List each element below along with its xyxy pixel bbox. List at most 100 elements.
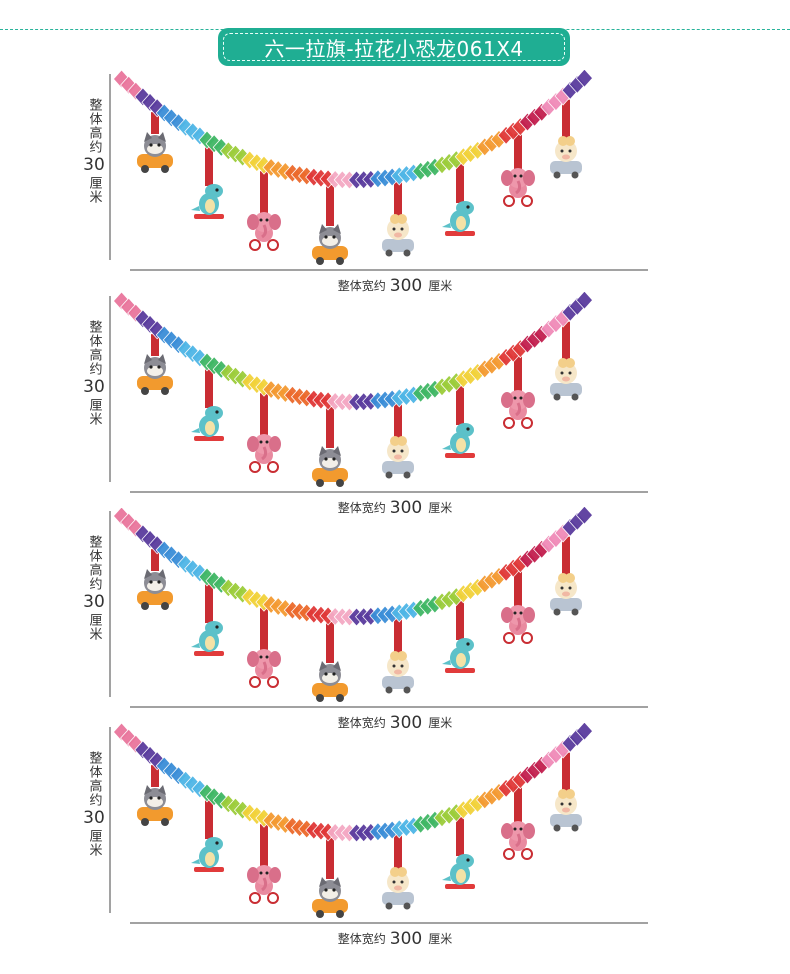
raccoon-car-ornament xyxy=(312,224,348,265)
width-value: 300 xyxy=(389,929,423,949)
hanging-ribbon xyxy=(205,147,213,186)
dino-skateboard-ornament xyxy=(442,854,475,889)
sheep-car-ornament xyxy=(550,789,582,832)
hanging-ribbon xyxy=(205,369,213,408)
width-unit: 厘米 xyxy=(428,279,453,293)
rainbow-garland xyxy=(112,723,594,843)
hanging-ribbon xyxy=(326,407,334,448)
hanging-ribbon xyxy=(456,386,464,425)
product-panel: 整体高约 30 厘米 整体宽约 300 厘米 xyxy=(0,507,790,733)
width-label-text: 整体宽约 xyxy=(337,716,386,730)
dino-skateboard-ornament xyxy=(191,184,224,219)
garland-illustration xyxy=(109,70,648,271)
rainbow-garland xyxy=(112,507,594,627)
elephant-bike-ornament xyxy=(501,821,535,860)
hanging-ribbon xyxy=(456,817,464,856)
hanging-ribbon xyxy=(260,171,268,216)
sheep-car-ornament xyxy=(382,867,414,910)
height-unit: 厘米 xyxy=(86,829,102,857)
height-label-text: 整体高约 xyxy=(86,320,102,376)
elephant-bike-ornament xyxy=(501,605,535,644)
elephant-bike-ornament xyxy=(501,168,535,207)
height-label-text: 整体高约 xyxy=(86,535,102,591)
hanging-ribbon xyxy=(562,99,570,140)
hanging-ribbon xyxy=(151,549,159,571)
hanging-ribbon xyxy=(326,185,334,226)
sheep-car-ornament xyxy=(550,573,582,616)
sheep-car-ornament xyxy=(382,651,414,694)
elephant-bike-ornament xyxy=(247,434,281,473)
hanging-ribbon xyxy=(514,571,522,609)
width-label: 整体宽约 300 厘米 xyxy=(0,713,790,733)
width-label: 整体宽约 300 厘米 xyxy=(0,276,790,296)
sheep-car-ornament xyxy=(550,136,582,179)
width-unit: 厘米 xyxy=(428,716,453,730)
hanging-ribbon xyxy=(260,608,268,653)
height-label: 整体高约 30 厘米 xyxy=(82,751,106,857)
width-label-text: 整体宽约 xyxy=(337,279,386,293)
height-label: 整体高约 30 厘米 xyxy=(82,98,106,204)
hanging-ribbon xyxy=(562,536,570,577)
raccoon-car-ornament xyxy=(312,877,348,918)
height-label: 整体高约 30 厘米 xyxy=(82,320,106,426)
garland-illustration xyxy=(109,723,648,924)
hanging-ribbon xyxy=(514,356,522,394)
hanging-ribbon xyxy=(514,134,522,172)
hanging-ribbon xyxy=(394,182,402,218)
width-label-text: 整体宽约 xyxy=(337,501,386,515)
raccoon-car-ornament xyxy=(137,785,173,826)
width-value: 300 xyxy=(389,713,423,733)
dino-skateboard-ornament xyxy=(442,638,475,673)
dino-skateboard-ornament xyxy=(442,423,475,458)
hanging-ribbon xyxy=(151,334,159,356)
height-label: 整体高约 30 厘米 xyxy=(82,535,106,641)
page-title: 六一拉旗-拉花小恐龙061X4 xyxy=(264,36,524,61)
dino-skateboard-ornament xyxy=(191,837,224,872)
width-unit: 厘米 xyxy=(428,932,453,946)
hanging-ribbon xyxy=(151,765,159,787)
raccoon-car-ornament xyxy=(137,132,173,173)
rainbow-garland xyxy=(112,292,594,412)
dino-skateboard-ornament xyxy=(442,201,475,236)
height-label-text: 整体高约 xyxy=(86,751,102,807)
elephant-bike-ornament xyxy=(247,212,281,251)
hanging-ribbon xyxy=(456,164,464,203)
elephant-bike-ornament xyxy=(247,865,281,904)
hanging-ribbon xyxy=(151,112,159,134)
rainbow-garland xyxy=(112,70,594,190)
elephant-bike-ornament xyxy=(501,390,535,429)
width-value: 300 xyxy=(389,276,423,296)
sheep-car-ornament xyxy=(550,358,582,401)
garland-illustration xyxy=(109,507,648,708)
hanging-ribbon xyxy=(394,404,402,440)
hanging-ribbon xyxy=(394,619,402,655)
height-value: 30 xyxy=(83,808,105,828)
hanging-ribbon xyxy=(205,800,213,839)
title-badge: 六一拉旗-拉花小恐龙061X4 xyxy=(218,28,570,66)
raccoon-car-ornament xyxy=(137,354,173,395)
hanging-ribbon xyxy=(260,393,268,438)
height-value: 30 xyxy=(83,155,105,175)
hanging-ribbon xyxy=(205,584,213,623)
product-panel: 整体高约 30 厘米整体宽约 300 厘米 xyxy=(0,292,790,518)
raccoon-car-ornament xyxy=(312,661,348,702)
hanging-ribbon xyxy=(514,787,522,825)
width-label: 整体宽约 300 厘米 xyxy=(0,929,790,949)
width-label: 整体宽约 300 厘米 xyxy=(0,498,790,518)
height-label-text: 整体高约 xyxy=(86,98,102,154)
garland-illustration xyxy=(109,292,648,493)
hanging-ribbon xyxy=(260,824,268,869)
raccoon-car-ornament xyxy=(312,446,348,487)
sheep-car-ornament xyxy=(382,436,414,479)
width-label-text: 整体宽约 xyxy=(337,932,386,946)
dino-skateboard-ornament xyxy=(191,621,224,656)
hanging-ribbon xyxy=(394,835,402,871)
sheep-car-ornament xyxy=(382,214,414,257)
height-value: 30 xyxy=(83,592,105,612)
raccoon-car-ornament xyxy=(137,569,173,610)
hanging-ribbon xyxy=(562,752,570,793)
dino-skateboard-ornament xyxy=(191,406,224,441)
hanging-ribbon xyxy=(562,321,570,362)
elephant-bike-ornament xyxy=(247,649,281,688)
hanging-ribbon xyxy=(326,622,334,663)
